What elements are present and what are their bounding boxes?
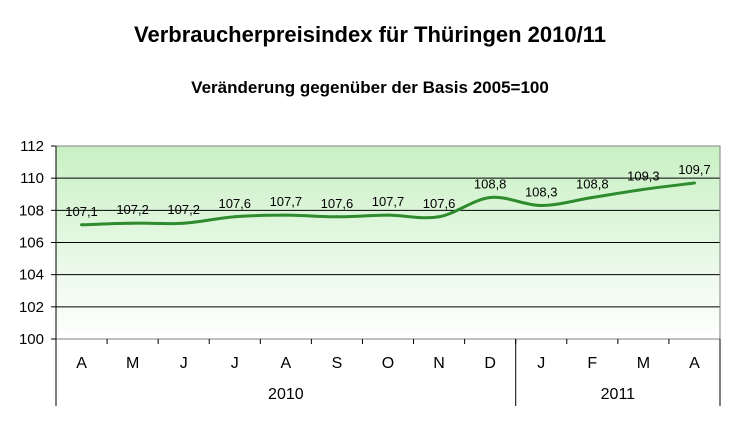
x-tick-label: M xyxy=(126,355,139,372)
data-point xyxy=(233,215,237,219)
x-tick-label: A xyxy=(281,355,292,372)
data-label: 108,8 xyxy=(474,176,507,191)
data-point xyxy=(80,223,84,227)
x-tick-label: S xyxy=(332,355,343,372)
x-tick-label: F xyxy=(587,355,597,372)
x-tick-label: N xyxy=(433,355,445,372)
y-tick-label: 102 xyxy=(19,299,44,316)
data-label: 107,7 xyxy=(270,194,303,209)
y-tick-label: 100 xyxy=(19,331,44,348)
data-label: 107,2 xyxy=(116,202,149,217)
x-tick-label: J xyxy=(180,355,188,372)
x-tick-label: M xyxy=(637,355,650,372)
y-tick-label: 104 xyxy=(19,267,44,284)
data-point xyxy=(692,181,696,185)
data-point xyxy=(131,221,135,225)
x-tick-label: J xyxy=(537,355,545,372)
x-tick-label: D xyxy=(484,355,496,372)
y-tick-label: 110 xyxy=(20,170,44,187)
data-label: 107,7 xyxy=(372,194,405,209)
data-point xyxy=(590,195,594,199)
data-label: 108,8 xyxy=(576,176,609,191)
data-label: 109,3 xyxy=(627,168,660,183)
data-label: 107,6 xyxy=(423,196,456,211)
data-point xyxy=(641,187,645,191)
data-point xyxy=(284,213,288,217)
data-point xyxy=(488,195,492,199)
chart-subtitle: Veränderung gegenüber der Basis 2005=100 xyxy=(191,78,549,97)
data-label: 108,3 xyxy=(525,185,558,200)
x-tick-label: A xyxy=(76,355,87,372)
data-point xyxy=(539,204,543,208)
data-label: 109,7 xyxy=(678,162,711,177)
x-tick-label: J xyxy=(231,355,239,372)
data-label: 107,2 xyxy=(167,202,200,217)
y-tick-label: 112 xyxy=(20,138,44,155)
data-point xyxy=(335,215,339,219)
year-label: 2010 xyxy=(268,386,304,403)
x-tick-label: A xyxy=(689,355,700,372)
data-label: 107,1 xyxy=(65,204,98,219)
data-point xyxy=(386,213,390,217)
year-label: 2011 xyxy=(601,386,636,403)
data-point xyxy=(182,221,186,225)
data-label: 107,6 xyxy=(321,196,354,211)
data-label: 107,6 xyxy=(218,196,251,211)
y-tick-label: 108 xyxy=(19,202,44,219)
data-point xyxy=(437,215,441,219)
chart-title: Verbraucherpreisindex für Thüringen 2010… xyxy=(134,22,606,47)
x-tick-label: O xyxy=(382,355,394,372)
y-tick-label: 106 xyxy=(19,235,44,252)
